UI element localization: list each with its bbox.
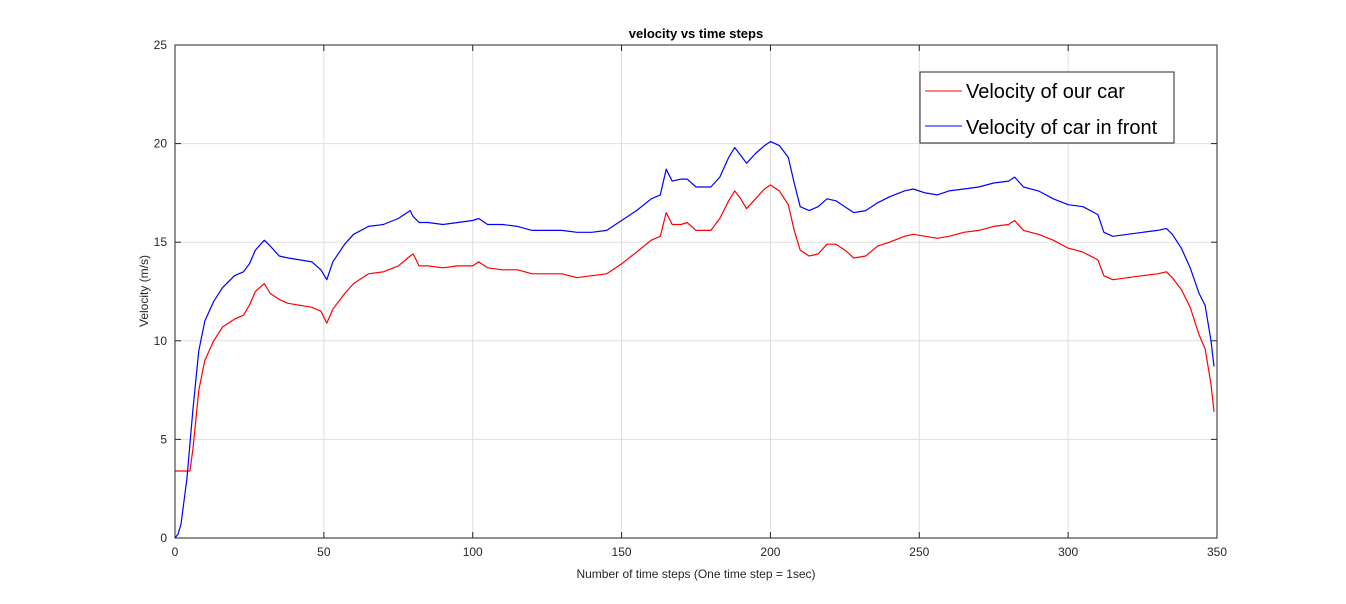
series-line-1 (174, 141, 1215, 539)
ticks: 0 50 100 150 200 250 300 350 0 5 10 15 20 25 (154, 38, 1228, 559)
legend: Velocity of our car Velocity of car in f… (919, 71, 1175, 144)
legend-label-car-in-front: Velocity of car in front (966, 117, 1158, 139)
x-tick-label: 50 (317, 545, 331, 559)
axes-box (174, 44, 1218, 539)
series-line-0 (175, 184, 1215, 472)
series-layer (174, 141, 1215, 539)
y-tick-label: 0 (160, 531, 167, 545)
x-tick-label: 200 (760, 545, 780, 559)
y-tick-label: 5 (160, 432, 167, 446)
y-axis-label: Velocity (m/s) (137, 255, 151, 327)
x-tick-label: 250 (909, 545, 929, 559)
chart-title: velocity vs time steps (629, 26, 763, 41)
y-tick-label: 25 (154, 38, 168, 52)
x-tick-label: 150 (612, 545, 632, 559)
y-tick-label: 20 (154, 137, 168, 151)
x-tick-label: 100 (463, 545, 483, 559)
x-tick-label: 0 (172, 545, 179, 559)
legend-label-our-car: Velocity of our car (966, 81, 1125, 103)
y-tick-label: 15 (154, 235, 168, 249)
x-tick-label: 350 (1207, 545, 1227, 559)
legend-box (919, 71, 1175, 144)
x-tick-label: 300 (1058, 545, 1078, 559)
y-tick-label: 10 (154, 334, 168, 348)
x-axis-label: Number of time steps (One time step = 1s… (576, 567, 815, 581)
